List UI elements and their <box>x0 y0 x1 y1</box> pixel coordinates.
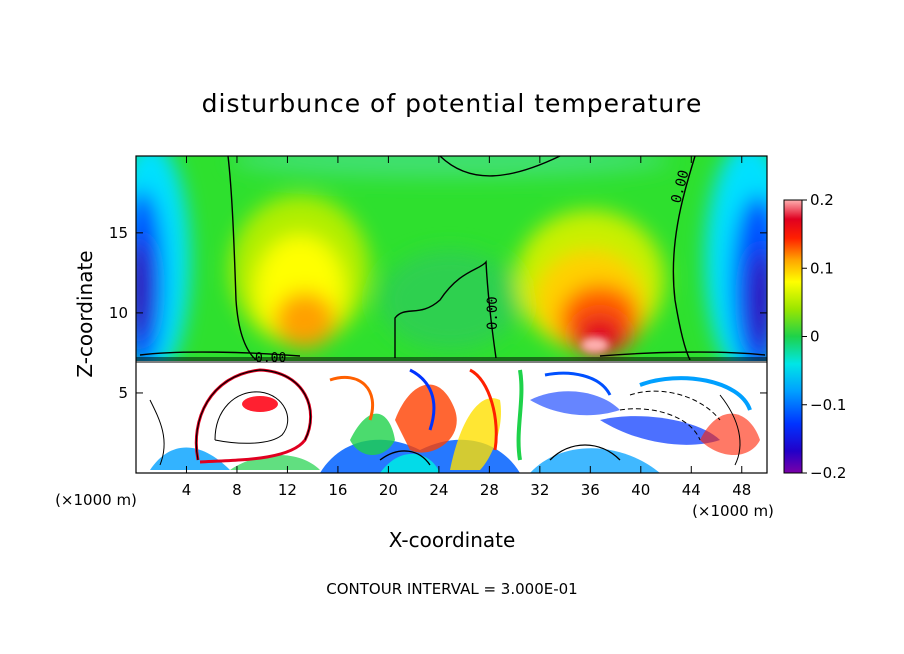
colorbar <box>783 199 803 474</box>
y-axis-ticks: 5 10 15 <box>109 224 767 402</box>
x-tick-label: 8 <box>232 481 242 499</box>
colorbar-ticks: 0.2 0.1 0 −0.1 −0.2 <box>802 191 846 482</box>
upper-layer-field <box>136 156 767 380</box>
contour-label-left: 0.00 <box>255 351 286 366</box>
x-unit-right: (×1000 m) <box>692 502 774 520</box>
colorbar-tick-label: −0.1 <box>810 396 846 414</box>
contour-lines <box>136 156 767 363</box>
chart-title: disturbunce of potential temperature <box>202 89 703 118</box>
x-tick-label: 36 <box>581 481 600 499</box>
x-tick-label: 32 <box>530 481 549 499</box>
x-unit-left: (×1000 m) <box>55 491 137 509</box>
y-tick-label: 15 <box>109 224 128 242</box>
colorbar-tick-label: 0.1 <box>810 259 834 277</box>
colorbar-tick-label: 0 <box>810 328 820 346</box>
x-tick-label: 20 <box>379 481 398 499</box>
plot-frame <box>135 155 768 474</box>
x-tick-label: 24 <box>429 481 448 499</box>
y-axis-label: Z-coordinate <box>73 250 97 377</box>
lower-layer-field <box>149 368 760 473</box>
colorbar-tick-label: −0.2 <box>810 464 846 482</box>
x-tick-label: 44 <box>682 481 701 499</box>
y-tick-label: 5 <box>118 384 128 402</box>
x-tick-label: 48 <box>732 481 751 499</box>
x-tick-label: 16 <box>328 481 347 499</box>
x-axis-ticks: 4 8 12 16 20 24 28 32 36 40 44 48 <box>182 156 751 499</box>
x-tick-label: 40 <box>631 481 650 499</box>
contour-label-center: 0.00 <box>485 296 501 330</box>
x-tick-label: 4 <box>182 481 192 499</box>
x-axis-label: X-coordinate <box>389 528 516 552</box>
x-tick-label: 12 <box>278 481 297 499</box>
contour-interval-note: CONTOUR INTERVAL = 3.000E-01 <box>326 580 577 598</box>
colorbar-tick-label: 0.2 <box>810 191 834 209</box>
y-tick-label: 10 <box>109 304 128 322</box>
heatmap-plot-area: 0.00 0.00 0.00 <box>136 156 767 473</box>
x-tick-label: 28 <box>480 481 499 499</box>
